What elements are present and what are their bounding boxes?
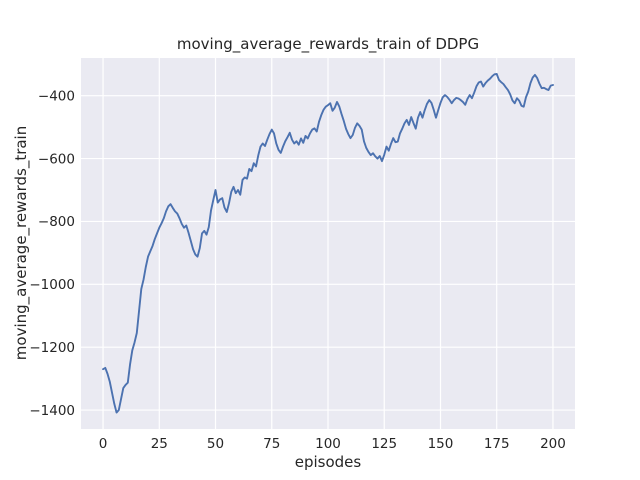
line-series-ddpg [102, 73, 554, 414]
x-tick-label: 100 [315, 436, 341, 452]
y-tick-label: −1000 [29, 277, 75, 293]
chart-title: moving_average_rewards_train of DDPG [177, 35, 479, 54]
y-tick-label: −400 [38, 88, 75, 104]
x-tick-label: 150 [428, 436, 454, 452]
y-tick-label: −1200 [29, 340, 75, 356]
y-tick-label: −1400 [29, 403, 75, 419]
x-tick-label: 125 [371, 436, 397, 452]
y-tick-label: −800 [38, 214, 75, 230]
y-tick-labels: −400 −600 −800 −1000 −1200 −1400 [29, 88, 75, 418]
y-axis-label: moving_average_rewards_train [12, 126, 31, 360]
x-tick-label: 175 [484, 436, 510, 452]
x-tick-label: 50 [207, 436, 224, 452]
gridlines [81, 58, 575, 429]
x-axis-label: episodes [295, 453, 362, 471]
x-tick-label: 75 [263, 436, 280, 452]
y-tick-label: −600 [38, 151, 75, 167]
x-tick-labels: 0 25 50 75 100 125 150 175 200 [99, 436, 566, 452]
x-tick-label: 0 [99, 436, 108, 452]
x-tick-label: 200 [540, 436, 566, 452]
x-tick-label: 25 [151, 436, 168, 452]
